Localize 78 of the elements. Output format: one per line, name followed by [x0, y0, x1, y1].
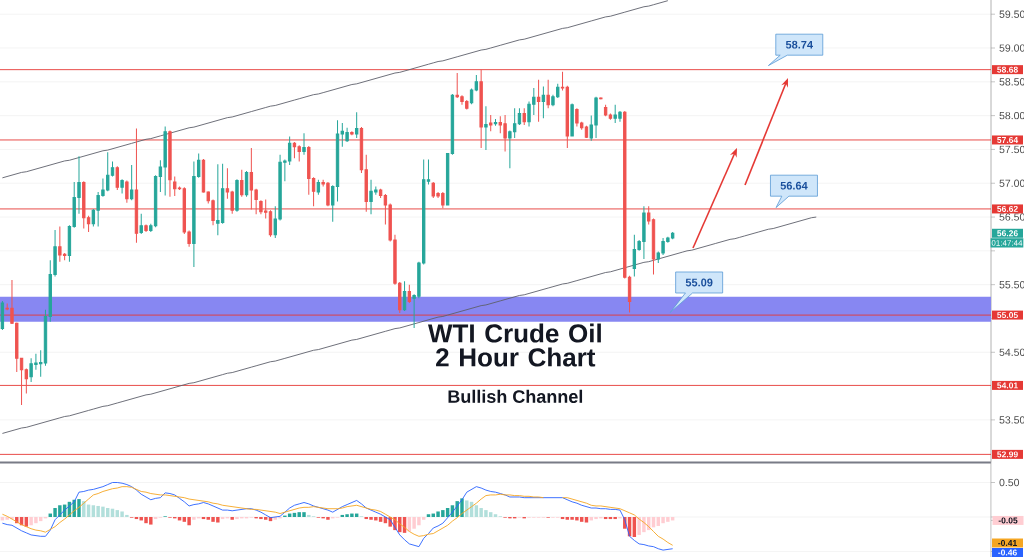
candlestick — [115, 165, 119, 191]
bar — [474, 505, 479, 517]
candlestick — [129, 164, 134, 201]
candlestick — [632, 234, 637, 278]
annotation: 55.09 — [685, 278, 713, 287]
text: 01:47:44 — [991, 240, 1023, 246]
candlestick — [302, 132, 306, 156]
bar — [91, 505, 96, 517]
candlestick — [240, 169, 244, 198]
candlestick — [354, 111, 359, 139]
candlestick — [522, 107, 526, 126]
text: WTI Crude Oil 2 Hour Chart — [427, 323, 601, 367]
candlestick — [546, 79, 550, 109]
ref-line-label: 55.05 — [997, 312, 1018, 319]
candlestick — [297, 144, 301, 163]
text: -0.41 — [998, 540, 1017, 547]
ref-line-label: 52.99 — [997, 451, 1018, 458]
y-tick-label: 57.00 — [999, 179, 1024, 187]
candlestick — [479, 69, 483, 149]
bar — [613, 516, 617, 520]
candlestick — [608, 113, 613, 121]
bar — [493, 514, 498, 517]
y-tick-label: 58.50 — [999, 78, 1024, 86]
candlestick — [173, 175, 177, 197]
candlestick — [82, 180, 86, 230]
text: -0.46 — [998, 549, 1017, 556]
candlestick — [58, 226, 62, 263]
bar — [584, 516, 589, 523]
y-tick-label: 53.50 — [999, 416, 1024, 424]
candlestick — [493, 118, 498, 127]
candlestick — [489, 114, 493, 132]
ref-line-label: 58.68 — [997, 66, 1018, 73]
bar — [230, 516, 234, 520]
candlestick — [536, 79, 541, 123]
candlestick — [350, 130, 354, 136]
candlestick — [235, 178, 239, 213]
candlestick — [134, 127, 139, 244]
y-tick-label: -0.05 — [998, 517, 1018, 524]
y-tick-label: 56.50 — [999, 213, 1024, 221]
candlestick — [541, 86, 546, 119]
candlestick — [144, 223, 148, 233]
candlestick — [599, 96, 603, 100]
bar — [307, 514, 311, 517]
candlestick — [484, 105, 488, 151]
y-tick-label: 57.50 — [999, 145, 1024, 154]
bar — [263, 516, 268, 520]
bar — [5, 516, 9, 520]
y-tick-label: 59.00 — [999, 44, 1024, 52]
candlestick — [216, 163, 220, 236]
candlestick — [292, 141, 297, 159]
annotation: 56.64 — [780, 181, 808, 190]
candlestick — [407, 284, 412, 304]
ref-line-label: 54.01 — [997, 382, 1018, 389]
candlestick — [570, 102, 574, 138]
y-tick-label: 54.50 — [999, 348, 1024, 357]
candlestick — [163, 125, 167, 196]
bar — [192, 516, 196, 520]
candlestick — [139, 213, 143, 235]
y-tick-label: 0.50 — [999, 478, 1020, 487]
ref-line-label: 56.62 — [997, 205, 1018, 212]
bar — [187, 516, 191, 526]
y-tick-label: 58.00 — [999, 111, 1024, 120]
y-tick-label: 55.50 — [999, 280, 1024, 289]
bar — [565, 516, 570, 520]
bar — [82, 501, 86, 517]
candlestick — [120, 178, 124, 194]
candlestick — [474, 74, 479, 92]
text: 56.26 — [997, 230, 1018, 237]
bar — [426, 514, 431, 517]
annotation: 58.74 — [785, 40, 813, 49]
text: Bullish Channel — [448, 389, 583, 403]
candlestick — [378, 188, 383, 199]
bar — [235, 516, 239, 520]
candlestick — [168, 130, 172, 198]
y-tick-label: 59.50 — [999, 10, 1024, 18]
candlestick — [125, 180, 129, 204]
candlestick — [249, 147, 254, 211]
ref-line-label: 57.64 — [997, 136, 1019, 143]
